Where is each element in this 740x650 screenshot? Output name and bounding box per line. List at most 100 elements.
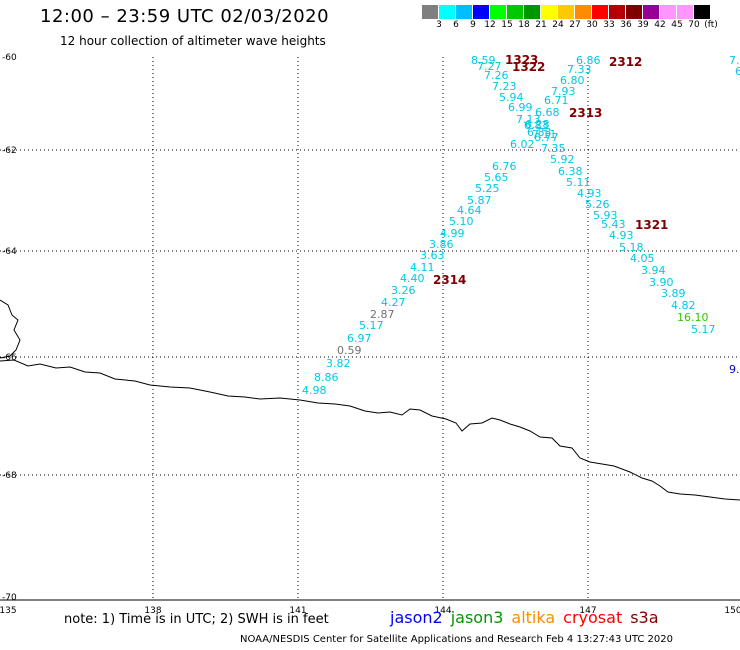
coastline-inlet — [0, 299, 21, 359]
legend-label: (ft) — [704, 20, 718, 30]
legend-label: 30 — [586, 20, 598, 30]
legend-swatch — [524, 5, 541, 19]
latitude-label: -60 — [2, 53, 17, 63]
legend-label: 27 — [569, 20, 581, 30]
legend-swatch — [660, 5, 677, 19]
longitude-label: 144 — [434, 606, 451, 616]
longitude-label: 147 — [579, 606, 596, 616]
swh-value: 5.25 — [475, 182, 500, 195]
map-subtitle: 12 hour collection of altimeter wave hei… — [60, 34, 326, 48]
swh-value: 0.59 — [337, 344, 362, 357]
swh-value: 6.77 — [534, 131, 559, 144]
swh-track-a: 8.597.277.267.235.946.997.136.836.837.11… — [471, 54, 716, 336]
legend-swatch — [677, 5, 694, 19]
legend-color-bar — [422, 5, 711, 19]
legend-swatch — [694, 5, 711, 19]
legend-label: 15 — [501, 20, 513, 30]
swh-value: 6.02 — [510, 138, 535, 151]
swh-value: 3.94 — [641, 264, 666, 277]
swh-value: 4.05 — [630, 252, 655, 265]
swh-value: 5.17 — [359, 319, 384, 332]
swh-value: 3.90 — [649, 276, 674, 289]
swh-value: 4.64 — [457, 204, 482, 217]
pass-label: 2313 — [569, 106, 602, 120]
legend-label: 24 — [552, 20, 564, 30]
swh-value: 6.28 — [525, 118, 550, 131]
latitude-label: -64 — [2, 247, 17, 257]
pass-label: 2312 — [609, 55, 642, 69]
legend-label: 6 — [453, 20, 459, 30]
swh-value: 4.98 — [302, 384, 327, 397]
swh-value: 7.33 — [567, 63, 592, 76]
latitude-label: -68 — [2, 471, 17, 481]
swh-value: 5.18 — [619, 241, 644, 254]
satellite-label: s3a — [630, 608, 659, 627]
edge-value: 7.3 — [729, 54, 740, 67]
legend-swatch — [558, 5, 575, 19]
legend-swatch — [456, 5, 473, 19]
swh-value: 5.94 — [499, 91, 524, 104]
legend-swatch — [592, 5, 609, 19]
swh-value: 7.93 — [551, 85, 576, 98]
legend-label: 70 — [688, 20, 700, 30]
swh-value: 5.65 — [484, 171, 509, 184]
pass-label: 1321 — [635, 218, 668, 232]
longitude-label: 135 — [0, 606, 17, 616]
swh-value: 5.10 — [449, 215, 474, 228]
swh-value: 4.93 — [609, 229, 634, 242]
legend-label: 39 — [637, 20, 649, 30]
legend-swatch — [609, 5, 626, 19]
footnote: note: 1) Time is in UTC; 2) SWH is in fe… — [64, 612, 329, 627]
swh-value: 6.68 — [535, 106, 560, 119]
legend-swatch — [490, 5, 507, 19]
swh-value: 6.99 — [508, 101, 533, 114]
legend-label: 21 — [535, 20, 547, 30]
longitude-label: 141 — [289, 606, 306, 616]
swh-value: 6.83 — [524, 119, 549, 132]
legend-label: 3 — [436, 20, 442, 30]
swh-value: 6.97 — [347, 332, 372, 345]
color-legend: 3 6 9 12 15 18 21 24 27 30 33 36 39 42 45 70 (ft) — [422, 5, 718, 31]
legend-label: 33 — [603, 20, 615, 30]
swh-value: 6.83 — [527, 126, 552, 139]
legend-label: 45 — [671, 20, 683, 30]
pass-label: 1323 — [505, 53, 538, 67]
swh-value: 3.89 — [661, 287, 686, 300]
swh-track-b: 6.867.336.807.936.716.686.28 6.02 6.765.65… — [302, 54, 601, 397]
edge-value: 9.7 — [729, 363, 740, 376]
satellite-label: altika — [511, 608, 556, 627]
legend-swatch — [439, 5, 456, 19]
swh-value: 6.38 — [558, 165, 583, 178]
satellite-label: jason3 — [450, 608, 504, 627]
swh-value: 6.80 — [560, 74, 585, 87]
swh-value: 6.71 — [544, 94, 569, 107]
antarctic-coastline — [0, 359, 740, 501]
latitude-label: -70 — [2, 593, 17, 603]
latitude-label: -66 — [2, 353, 17, 363]
pass-label: 1322 — [512, 60, 545, 74]
legend-swatch — [473, 5, 490, 19]
swh-value: 7.35 — [541, 142, 566, 155]
swh-value: 16.10 — [677, 311, 709, 324]
legend-label: 12 — [484, 20, 496, 30]
swh-value: 5.92 — [550, 153, 575, 166]
legend-swatch — [422, 5, 439, 19]
legend-swatch — [507, 5, 524, 19]
satellite-label: cryosat — [563, 608, 623, 627]
legend-swatch — [541, 5, 558, 19]
edge-value: 6 — [735, 65, 740, 78]
credit-line: NOAA/NESDIS Center for Satellite Applica… — [240, 634, 673, 645]
legend-labels: 3 6 9 12 15 18 21 24 27 30 33 36 39 42 45 70 (ft) — [422, 19, 718, 31]
swh-value: 3.86 — [429, 238, 454, 251]
swh-value: 4.99 — [440, 227, 465, 240]
swh-value: 7.27 — [477, 60, 502, 73]
pass-label: 2314 — [433, 273, 466, 287]
swh-value: 5.11 — [566, 176, 591, 189]
swh-value: 7.13 — [516, 113, 541, 126]
legend-swatch — [575, 5, 592, 19]
legend-label: 9 — [470, 20, 476, 30]
swh-value: 5.43 — [601, 218, 626, 231]
swh-value: 6.76 — [492, 160, 517, 173]
satellite-key: jason2 jason3 altika cryosat s3a — [390, 608, 667, 627]
